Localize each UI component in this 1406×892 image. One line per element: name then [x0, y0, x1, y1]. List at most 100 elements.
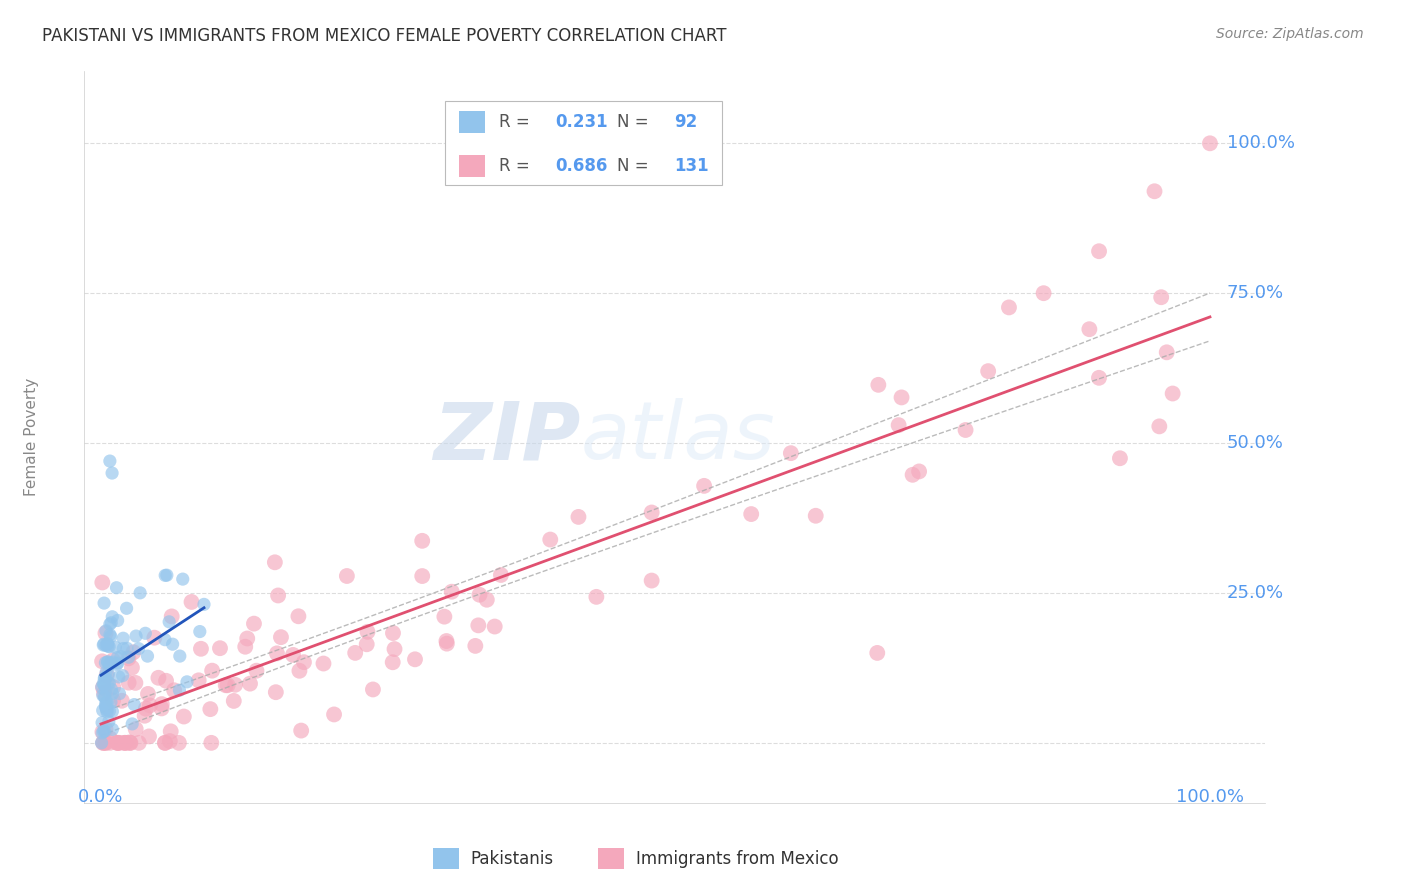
Point [201, 664, 224, 678]
Point [263, 555, 285, 569]
Point [91, 638, 114, 652]
Point [1156, 345, 1178, 359]
Text: Source: ZipAtlas.com: Source: ZipAtlas.com [1216, 27, 1364, 41]
Point [98, 627, 121, 641]
Point [1088, 244, 1111, 259]
Point [93, 686, 115, 700]
Point [356, 637, 378, 651]
Point [118, 735, 141, 749]
Point [1199, 136, 1222, 151]
Point [117, 675, 139, 690]
Point [312, 657, 335, 671]
Point [217, 678, 239, 692]
Point [567, 509, 589, 524]
Point [139, 698, 162, 713]
Point [153, 568, 176, 582]
Point [93, 724, 115, 739]
Point [105, 736, 128, 750]
Point [287, 609, 309, 624]
Point [200, 736, 222, 750]
Point [107, 614, 129, 628]
Point [96, 703, 118, 717]
Point [890, 391, 912, 405]
Point [239, 676, 262, 690]
Point [101, 693, 124, 707]
Point [640, 574, 662, 588]
Point [169, 649, 191, 664]
Point [538, 533, 561, 547]
Point [1032, 286, 1054, 301]
Point [96, 701, 118, 715]
Point [101, 705, 124, 719]
Point [901, 467, 924, 482]
Point [125, 722, 148, 736]
Point [94, 656, 117, 670]
Point [780, 446, 803, 460]
Point [153, 632, 176, 647]
Point [167, 736, 190, 750]
Point [908, 465, 931, 479]
Point [292, 655, 315, 669]
Point [105, 650, 128, 665]
FancyBboxPatch shape [433, 848, 458, 869]
Point [436, 634, 458, 648]
Point [162, 637, 184, 651]
Point [98, 676, 121, 690]
Point [96, 637, 118, 651]
Point [94, 639, 117, 653]
Text: 0.686: 0.686 [555, 158, 607, 176]
Point [266, 646, 288, 660]
Point [288, 664, 311, 678]
Point [155, 673, 177, 688]
Point [1149, 419, 1171, 434]
Text: Pakistanis: Pakistanis [471, 850, 554, 868]
Point [101, 466, 124, 480]
Point [100, 615, 122, 630]
Point [433, 609, 456, 624]
Point [91, 681, 114, 695]
Point [93, 671, 115, 685]
Point [107, 736, 129, 750]
Point [173, 709, 195, 723]
Point [436, 637, 458, 651]
Point [93, 596, 115, 610]
Point [440, 584, 463, 599]
Point [361, 682, 384, 697]
Point [94, 683, 117, 698]
Point [464, 639, 486, 653]
Point [187, 673, 209, 688]
Text: 0.0%: 0.0% [79, 788, 124, 805]
Point [120, 736, 142, 750]
Point [384, 642, 406, 657]
Point [94, 665, 117, 680]
Point [115, 641, 138, 656]
FancyBboxPatch shape [444, 101, 723, 185]
Point [143, 631, 166, 645]
Point [148, 671, 170, 685]
Point [489, 568, 512, 582]
Point [136, 687, 159, 701]
Point [356, 624, 378, 639]
Text: 0.231: 0.231 [555, 112, 609, 131]
Point [93, 678, 115, 692]
Point [156, 568, 179, 582]
Point [114, 736, 136, 750]
Point [208, 641, 231, 656]
Point [693, 479, 716, 493]
Point [411, 533, 433, 548]
Point [475, 592, 498, 607]
Point [411, 569, 433, 583]
Point [105, 657, 128, 672]
Point [98, 617, 121, 632]
Point [887, 418, 910, 433]
FancyBboxPatch shape [458, 111, 485, 133]
FancyBboxPatch shape [598, 848, 624, 869]
Point [138, 730, 160, 744]
Point [96, 668, 118, 682]
Point [94, 624, 117, 638]
Point [128, 641, 150, 656]
Point [1109, 451, 1132, 466]
Point [94, 700, 117, 714]
Point [97, 639, 120, 653]
Point [114, 736, 136, 750]
